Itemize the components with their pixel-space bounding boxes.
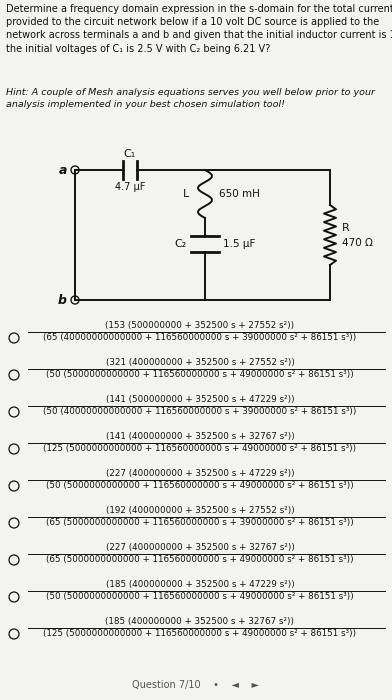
- Text: (50 (40000000000000 + 116560000000 s + 39000000 s² + 86151 s³)): (50 (40000000000000 + 116560000000 s + 3…: [43, 407, 357, 416]
- Text: a: a: [59, 164, 67, 176]
- Text: (153 (500000000 + 352500 s + 27552 s²)): (153 (500000000 + 352500 s + 27552 s²)): [105, 321, 294, 330]
- Text: 470 Ω: 470 Ω: [342, 238, 373, 248]
- Text: Question 7/10    •    ◄    ►: Question 7/10 • ◄ ►: [132, 680, 260, 690]
- Text: (185 (400000000 + 352500 s + 47229 s²)): (185 (400000000 + 352500 s + 47229 s²)): [105, 580, 294, 589]
- Text: (321 (400000000 + 352500 s + 27552 s²)): (321 (400000000 + 352500 s + 27552 s²)): [105, 358, 294, 367]
- Text: (227 (400000000 + 352500 s + 47229 s²)): (227 (400000000 + 352500 s + 47229 s²)): [106, 469, 294, 478]
- Text: (141 (400000000 + 352500 s + 32767 s²)): (141 (400000000 + 352500 s + 32767 s²)): [105, 432, 294, 441]
- Text: Determine a frequency domain expression in the s-domain for the total current
pr: Determine a frequency domain expression …: [6, 4, 392, 54]
- Text: (50 (5000000000000 + 116560000000 s + 49000000 s² + 86151 s³)): (50 (5000000000000 + 116560000000 s + 49…: [46, 370, 354, 379]
- Text: (65 (40000000000000 + 116560000000 s + 39000000 s² + 86151 s³)): (65 (40000000000000 + 116560000000 s + 3…: [44, 333, 357, 342]
- Text: R: R: [342, 223, 350, 233]
- Text: C₂: C₂: [175, 239, 187, 249]
- Text: (192 (400000000 + 352500 s + 27552 s²)): (192 (400000000 + 352500 s + 27552 s²)): [105, 506, 294, 515]
- Text: (50 (5000000000000 + 116560000000 s + 49000000 s² + 86151 s³)): (50 (5000000000000 + 116560000000 s + 49…: [46, 481, 354, 490]
- Text: (50 (5000000000000 + 116560000000 s + 49000000 s² + 86151 s³)): (50 (5000000000000 + 116560000000 s + 49…: [46, 592, 354, 601]
- Text: 4.7 μF: 4.7 μF: [115, 182, 145, 192]
- Text: L: L: [183, 189, 189, 199]
- Text: (227 (400000000 + 352500 s + 32767 s²)): (227 (400000000 + 352500 s + 32767 s²)): [105, 543, 294, 552]
- Text: Hint: A couple of Mesh analysis equations serves you well below prior to your
an: Hint: A couple of Mesh analysis equation…: [6, 88, 375, 108]
- Text: (125 (5000000000000 + 116560000000 s + 49000000 s² + 86151 s³)): (125 (5000000000000 + 116560000000 s + 4…: [44, 629, 357, 638]
- Text: (65 (5000000000000 + 116560000000 s + 39000000 s² + 86151 s³)): (65 (5000000000000 + 116560000000 s + 39…: [46, 518, 354, 527]
- Text: (185 (400000000 + 352500 s + 32767 s²)): (185 (400000000 + 352500 s + 32767 s²)): [105, 617, 294, 626]
- Text: (125 (5000000000000 + 116560000000 s + 49000000 s² + 86151 s³)): (125 (5000000000000 + 116560000000 s + 4…: [44, 444, 357, 453]
- Text: 650 mH: 650 mH: [219, 189, 260, 199]
- Text: b: b: [58, 293, 67, 307]
- Text: (141 (500000000 + 352500 s + 47229 s²)): (141 (500000000 + 352500 s + 47229 s²)): [106, 395, 294, 404]
- Text: (65 (5000000000000 + 116560000000 s + 49000000 s² + 86151 s³)): (65 (5000000000000 + 116560000000 s + 49…: [46, 555, 354, 564]
- Text: C₁: C₁: [124, 149, 136, 159]
- Text: 1.5 μF: 1.5 μF: [223, 239, 255, 249]
